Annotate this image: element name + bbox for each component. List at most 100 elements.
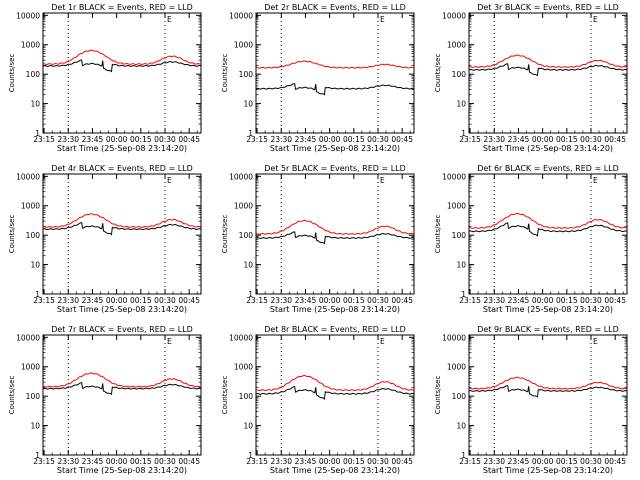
x-tick-label: 23:15 [33,457,55,466]
x-tick-label: 23:30 [270,457,292,466]
x-tick-label: 23:15 [246,135,268,144]
x-tick-label: 23:30 [483,296,505,305]
event-flag-label: E [167,337,172,346]
x-tick-label: 23:45 [508,135,530,144]
plot-frame [42,334,202,456]
plot-frame [42,12,202,134]
panel-title: Det 7r BLACK = Events, RED = LLD [51,325,193,334]
x-tick-label: 00:30 [580,296,602,305]
x-tick-label: 23:30 [270,296,292,305]
panel-title: Det 4r BLACK = Events, RED = LLD [51,164,193,173]
y-axis-label: Counts/sec [221,215,229,254]
series-line-events [255,231,415,245]
x-tick-label: 00:00 [319,457,341,466]
series-line-lld [468,212,628,229]
y-tick-label: 1000 [234,41,253,50]
x-tick-label: 00:15 [343,296,365,305]
y-tick-label: 1000 [21,363,40,372]
series-line-lld [256,219,415,235]
x-tick-label: 23:45 [82,457,104,466]
x-tick-label: 00:30 [580,135,602,144]
y-tick-label: 1 [461,290,466,299]
x-tick-label: 23:15 [246,296,268,305]
panel-title: Det 2r BLACK = Events, RED = LLD [264,3,406,12]
x-tick-label: 00:00 [532,296,554,305]
x-tick-label: 00:45 [178,457,200,466]
y-axis-label: Counts/sec [221,376,229,415]
event-flag-label: E [380,15,385,24]
series-line-lld [42,49,202,66]
series-line-events [468,222,628,237]
x-tick-label: 23:30 [483,135,505,144]
y-tick-label: 1 [248,451,253,460]
panel-det-8: Det 8r BLACK = Events, RED = LLD 1 10 100 10… [221,325,415,475]
x-tick-label: 00:15 [556,135,578,144]
y-tick-label: 1 [461,451,466,460]
series-line-events [468,63,628,77]
x-axis-label: Start Time (25-Sep-08 23:14:20) [483,305,613,314]
x-tick-label: 23:45 [295,457,317,466]
y-tick-label: 1000 [234,202,253,211]
series-line-lld [468,54,628,68]
y-axis-label: Counts/sec [8,54,16,93]
x-tick-label: 00:30 [154,135,176,144]
x-tick-label: 23:45 [508,296,530,305]
x-tick-label: 00:30 [367,457,389,466]
x-tick-label: 00:45 [604,135,626,144]
series-line-lld [256,374,415,392]
y-axis-label: Counts/sec [8,215,16,254]
y-tick-label: 10000 [229,333,253,342]
panel-det-2: Det 2r BLACK = Events, RED = LLD 1 10 100 10… [221,3,415,153]
x-tick-label: 00:00 [319,135,341,144]
x-tick-label: 23:30 [57,296,79,305]
y-tick-label: 10 [456,100,466,109]
y-tick-label: 100 [239,392,254,401]
y-tick-label: 1000 [447,41,466,50]
y-tick-label: 10 [456,261,466,270]
y-tick-label: 10000 [442,11,466,20]
x-tick-label: 23:15 [459,457,481,466]
x-tick-label: 00:00 [106,296,128,305]
x-axis-label: Start Time (25-Sep-08 23:14:20) [270,305,400,314]
plot-frame [42,173,202,295]
y-tick-label: 10000 [442,172,466,181]
x-tick-label: 23:30 [57,135,79,144]
panel-title: Det 9r BLACK = Events, RED = LLD [477,325,619,334]
x-axis-label: Start Time (25-Sep-08 23:14:20) [483,144,613,153]
plot-frame [468,173,628,295]
x-tick-label: 00:00 [106,457,128,466]
y-tick-label: 10000 [442,333,466,342]
x-tick-label: 00:45 [391,296,413,305]
x-tick-label: 00:45 [391,135,413,144]
y-tick-label: 10 [30,100,40,109]
y-tick-label: 100 [452,70,467,79]
panel-title: Det 5r BLACK = Events, RED = LLD [264,164,406,173]
y-tick-label: 10000 [229,172,253,181]
panel-det-5: Det 5r BLACK = Events, RED = LLD 1 10 100 10… [221,164,415,314]
y-tick-label: 10 [456,422,466,431]
y-axis-label: Counts/sec [221,54,229,93]
plot-frame [255,12,415,134]
x-tick-label: 23:45 [82,135,104,144]
y-axis-label: Counts/sec [434,376,442,415]
panel-det-1: Det 1r BLACK = Events, RED = LLD 1 10 100 10… [8,3,202,153]
x-tick-label: 00:00 [532,457,554,466]
y-tick-label: 10000 [16,11,40,20]
x-tick-label: 00:15 [556,296,578,305]
x-tick-label: 00:15 [130,296,152,305]
x-axis-label: Start Time (25-Sep-08 23:14:20) [57,466,187,475]
y-tick-label: 1 [35,290,40,299]
series-line-lld [43,213,202,228]
event-flag-label: E [167,176,172,185]
y-tick-label: 100 [26,392,41,401]
x-tick-label: 23:15 [246,457,268,466]
y-tick-label: 100 [26,70,41,79]
x-tick-label: 23:45 [295,296,317,305]
series-line-lld [469,376,628,390]
x-tick-label: 23:15 [33,135,55,144]
y-tick-label: 10000 [16,172,40,181]
y-tick-label: 100 [452,231,467,240]
x-tick-label: 00:00 [319,296,341,305]
x-tick-label: 23:30 [57,457,79,466]
event-flag-label: E [380,176,385,185]
